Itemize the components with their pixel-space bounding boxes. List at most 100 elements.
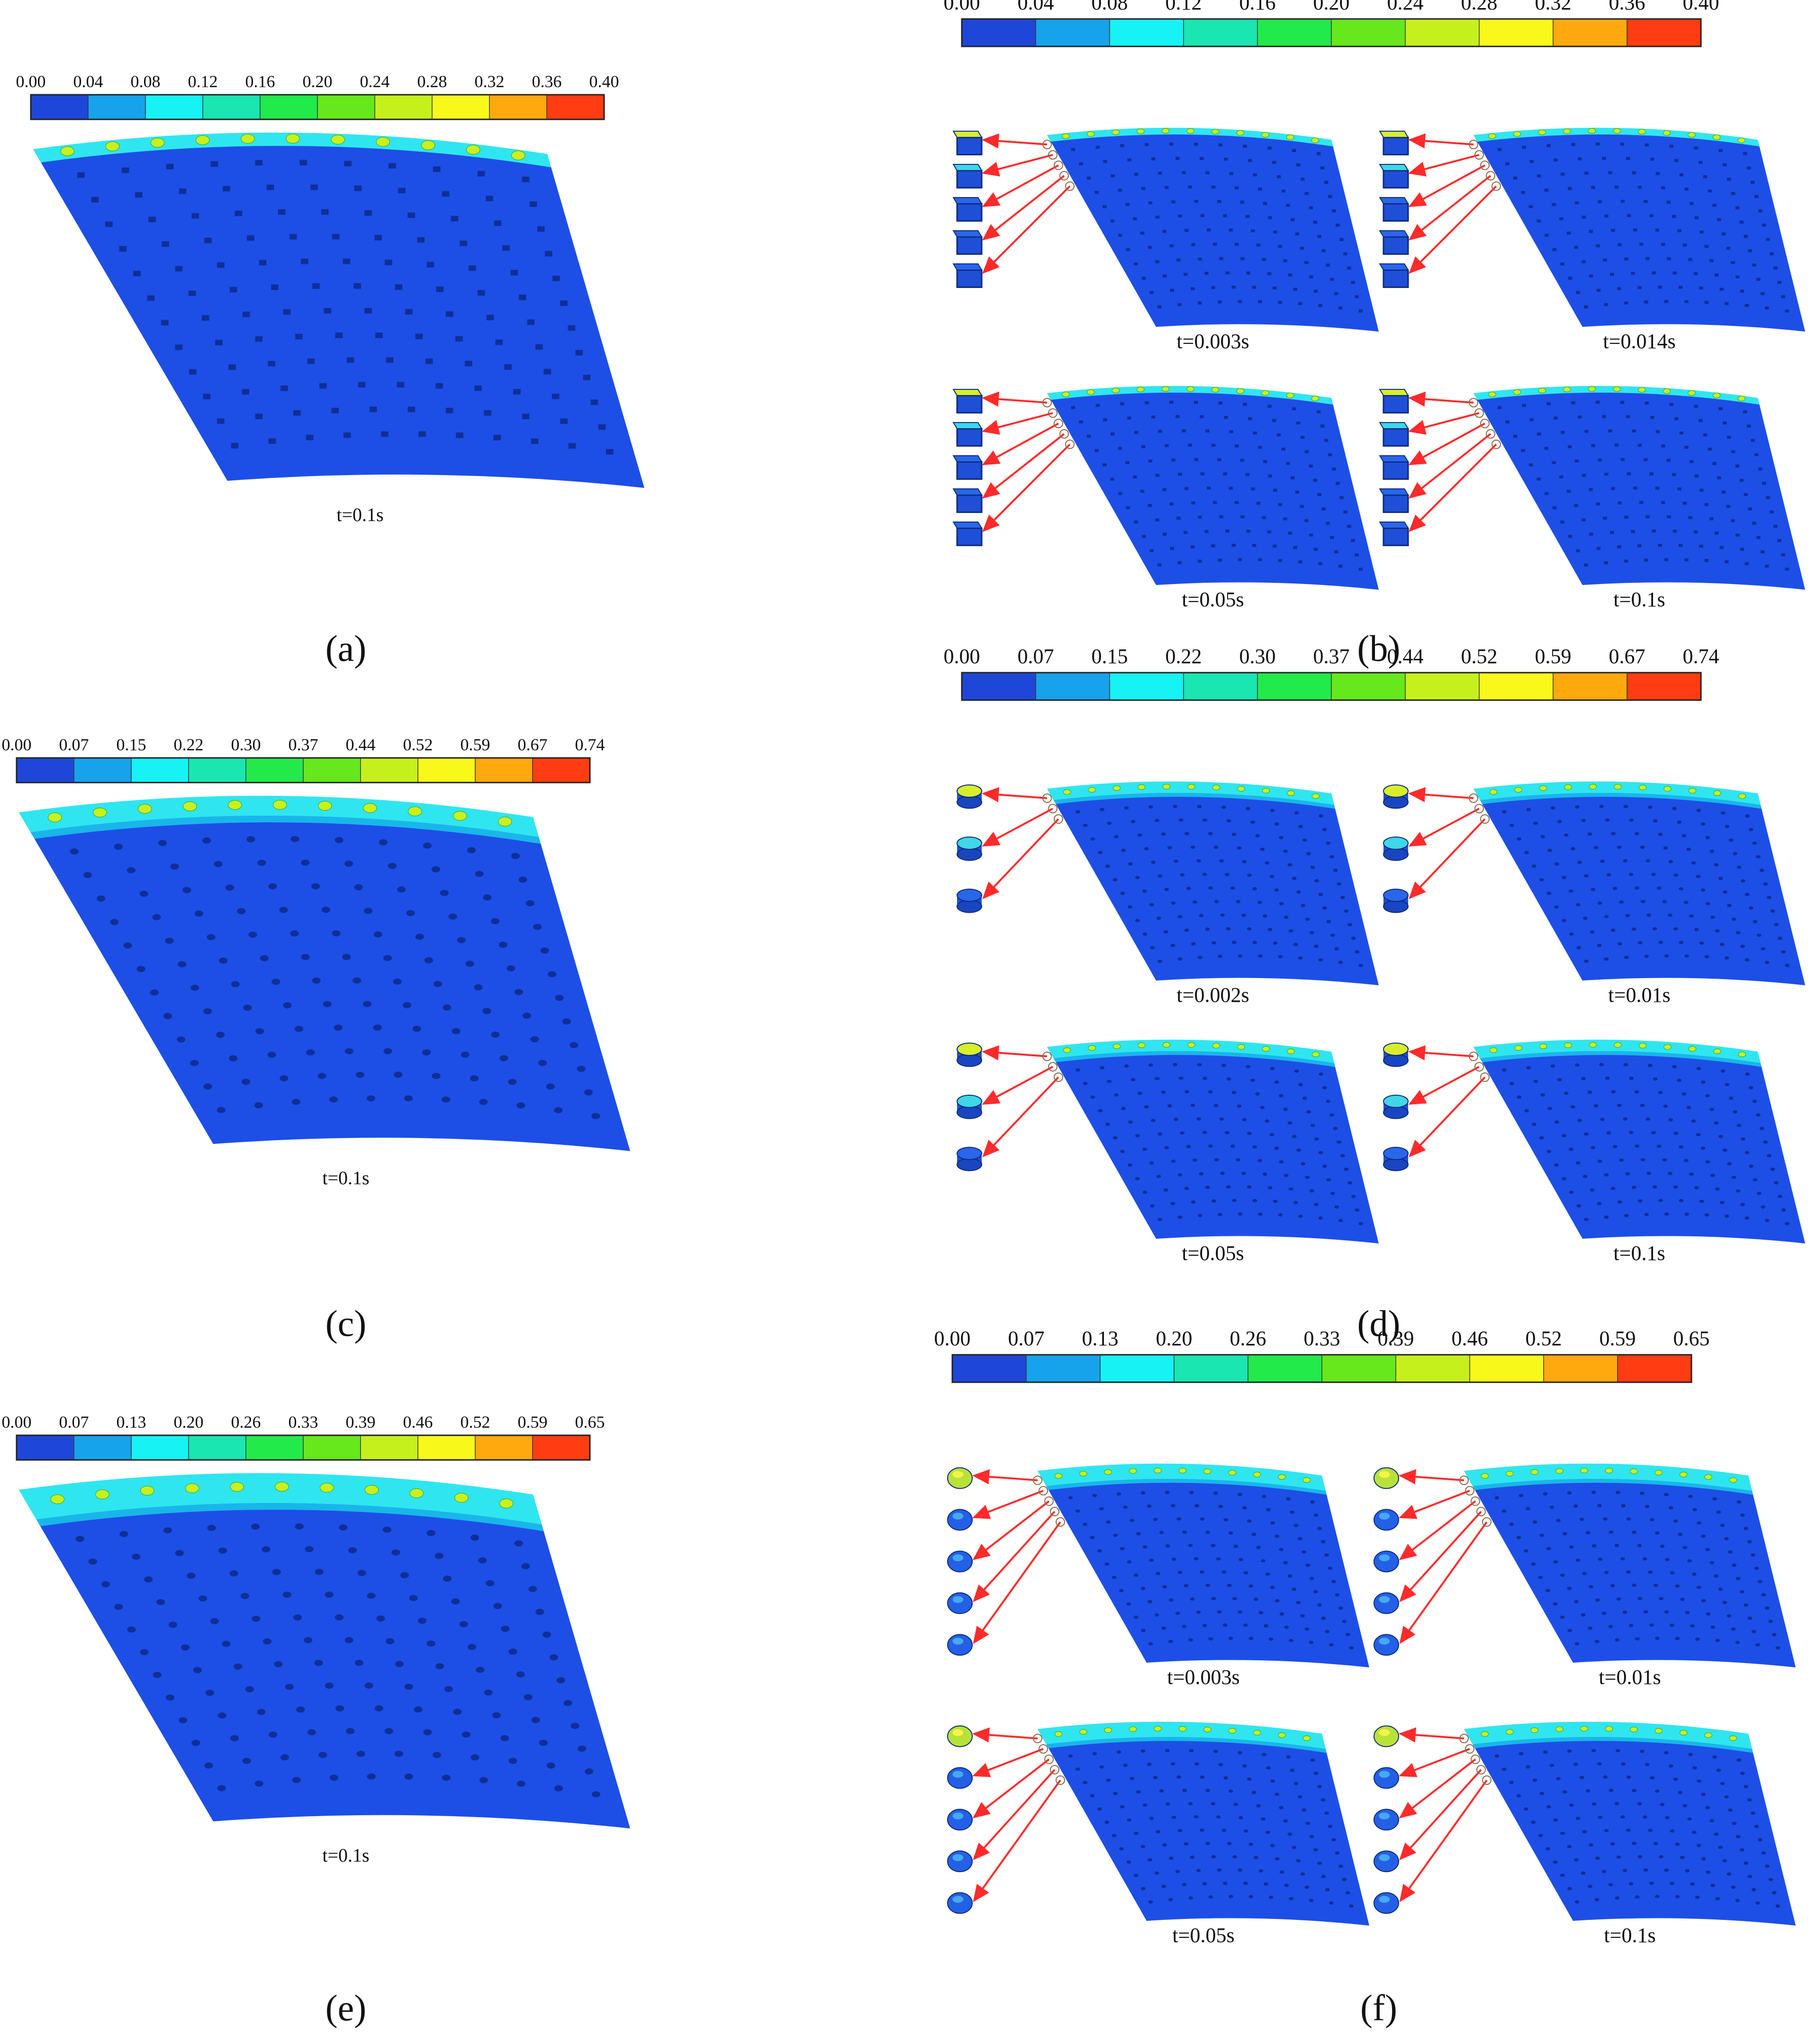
- texture-pit: [1741, 1137, 1745, 1141]
- texture-pit: [1189, 1749, 1194, 1753]
- texture-pit: [1309, 931, 1314, 935]
- scale-tick-label: 0.33: [289, 1413, 318, 1432]
- texture-pit: [1208, 1895, 1213, 1899]
- texture-pit: [1701, 1534, 1706, 1538]
- texture-pit: [555, 994, 564, 1001]
- texture-pit: [1292, 1846, 1297, 1849]
- probe-marker: [1050, 1507, 1059, 1516]
- texture-pit: [1747, 1540, 1752, 1544]
- texture-pit: [1190, 1103, 1195, 1107]
- texture-pit: [1772, 1891, 1777, 1895]
- probe-marker: [1471, 1755, 1480, 1764]
- magnified-cell-top: [952, 263, 983, 270]
- scale-tick-label: 0.12: [1166, 0, 1202, 14]
- texture-pit: [163, 1527, 172, 1534]
- texture-pit: [1744, 1861, 1748, 1865]
- texture-pit: [1720, 1782, 1725, 1785]
- texture-pit: [1764, 1606, 1770, 1610]
- texture-pit: [343, 258, 351, 264]
- texture-pit: [1768, 1620, 1773, 1623]
- texture-pit: [1727, 1162, 1732, 1166]
- texture-pit: [575, 350, 583, 356]
- texture-pit: [451, 216, 459, 222]
- texture-pit: [329, 1096, 338, 1103]
- texture-pit: [1113, 1792, 1118, 1795]
- texture-pit: [1124, 806, 1129, 810]
- texture-pit: [1602, 157, 1606, 160]
- texture-pit: [165, 1694, 175, 1701]
- texture-pit: [1345, 1891, 1350, 1895]
- texture-pit: [1240, 200, 1244, 204]
- texture-pit: [1188, 1802, 1193, 1806]
- magnified-cell: [1374, 1892, 1399, 1914]
- texture-pit: [1537, 219, 1541, 223]
- texture-pit: [508, 1648, 517, 1655]
- texture-pit: [423, 842, 432, 849]
- texture-pit: [1761, 1851, 1766, 1855]
- texture-pit: [1245, 215, 1250, 218]
- texture-pit: [1092, 1752, 1097, 1756]
- texture-pit: [1648, 1828, 1653, 1832]
- texture-pit: [1318, 1151, 1323, 1154]
- texture-pit: [1247, 1777, 1252, 1781]
- texture-pit: [1216, 1815, 1221, 1819]
- texture-pit: [243, 1004, 252, 1011]
- texture-pit: [546, 1083, 555, 1090]
- texture-pit: [1112, 1834, 1117, 1837]
- texture-pit: [1127, 1818, 1132, 1822]
- texture-pit: [1174, 859, 1178, 863]
- texture-pit: [1694, 146, 1698, 150]
- texture-pit: [1728, 1550, 1733, 1554]
- texture-pit: [1672, 807, 1677, 810]
- stress-hotspot: [1589, 783, 1597, 790]
- texture-pit: [1591, 1544, 1597, 1548]
- texture-pit: [400, 1572, 409, 1578]
- texture-pit: [1136, 1532, 1141, 1536]
- texture-pit: [1699, 1199, 1704, 1203]
- texture-pit: [362, 1001, 372, 1008]
- texture-pit: [1781, 1208, 1786, 1212]
- panel-b: 0.00 0.04 0.08 0.12 0.16 0.20 0.24 0.28 0.32 0.36…: [944, 0, 1805, 611]
- texture-pit: [1305, 917, 1310, 921]
- texture-pit: [295, 1523, 304, 1530]
- texture-pit: [560, 418, 568, 424]
- texture-pit: [1756, 933, 1762, 937]
- texture-pit: [1605, 818, 1610, 822]
- texture-pit: [1118, 189, 1122, 192]
- texture-pit: [1603, 1775, 1608, 1779]
- texture-pit: [1258, 188, 1262, 191]
- texture-pit: [1665, 1816, 1670, 1819]
- magnified-cell: [947, 1550, 973, 1573]
- frame-2: t=0.014s: [1379, 127, 1805, 353]
- texture-pit: [1701, 1599, 1706, 1603]
- probe-marker: [1056, 1775, 1065, 1785]
- texture-pit: [1718, 876, 1723, 880]
- texture-pit: [1662, 900, 1667, 903]
- texture-pit: [1620, 1815, 1625, 1819]
- scale-tick-label: 0.00: [944, 0, 980, 14]
- stress-hotspot: [1563, 128, 1571, 134]
- texture-pit: [329, 1774, 338, 1781]
- texture-pit: [231, 443, 239, 449]
- texture-pit: [1624, 257, 1628, 261]
- texture-pit: [314, 1660, 323, 1666]
- texture-pit: [1694, 474, 1699, 477]
- texture-pit: [175, 1550, 184, 1557]
- magnified-cell: [1383, 527, 1409, 546]
- texture-pit: [1664, 1751, 1669, 1755]
- texture-pit: [1675, 1842, 1680, 1846]
- texture-pit: [1651, 873, 1656, 876]
- texture-pit: [166, 163, 174, 170]
- texture-pit: [486, 1580, 495, 1586]
- texture-pit: [1262, 1753, 1266, 1756]
- magnified-cell-top: [1379, 230, 1409, 237]
- texture-pit: [1243, 1571, 1248, 1575]
- texture-pit: [1714, 1121, 1719, 1125]
- texture-pit: [1198, 257, 1202, 261]
- plate-surface: [1038, 1468, 1369, 1667]
- texture-pit: [1574, 805, 1580, 809]
- texture-pit: [1296, 1148, 1301, 1152]
- probe-marker: [1486, 171, 1495, 180]
- texture-pit: [271, 284, 279, 290]
- stress-hotspot: [1704, 1474, 1712, 1480]
